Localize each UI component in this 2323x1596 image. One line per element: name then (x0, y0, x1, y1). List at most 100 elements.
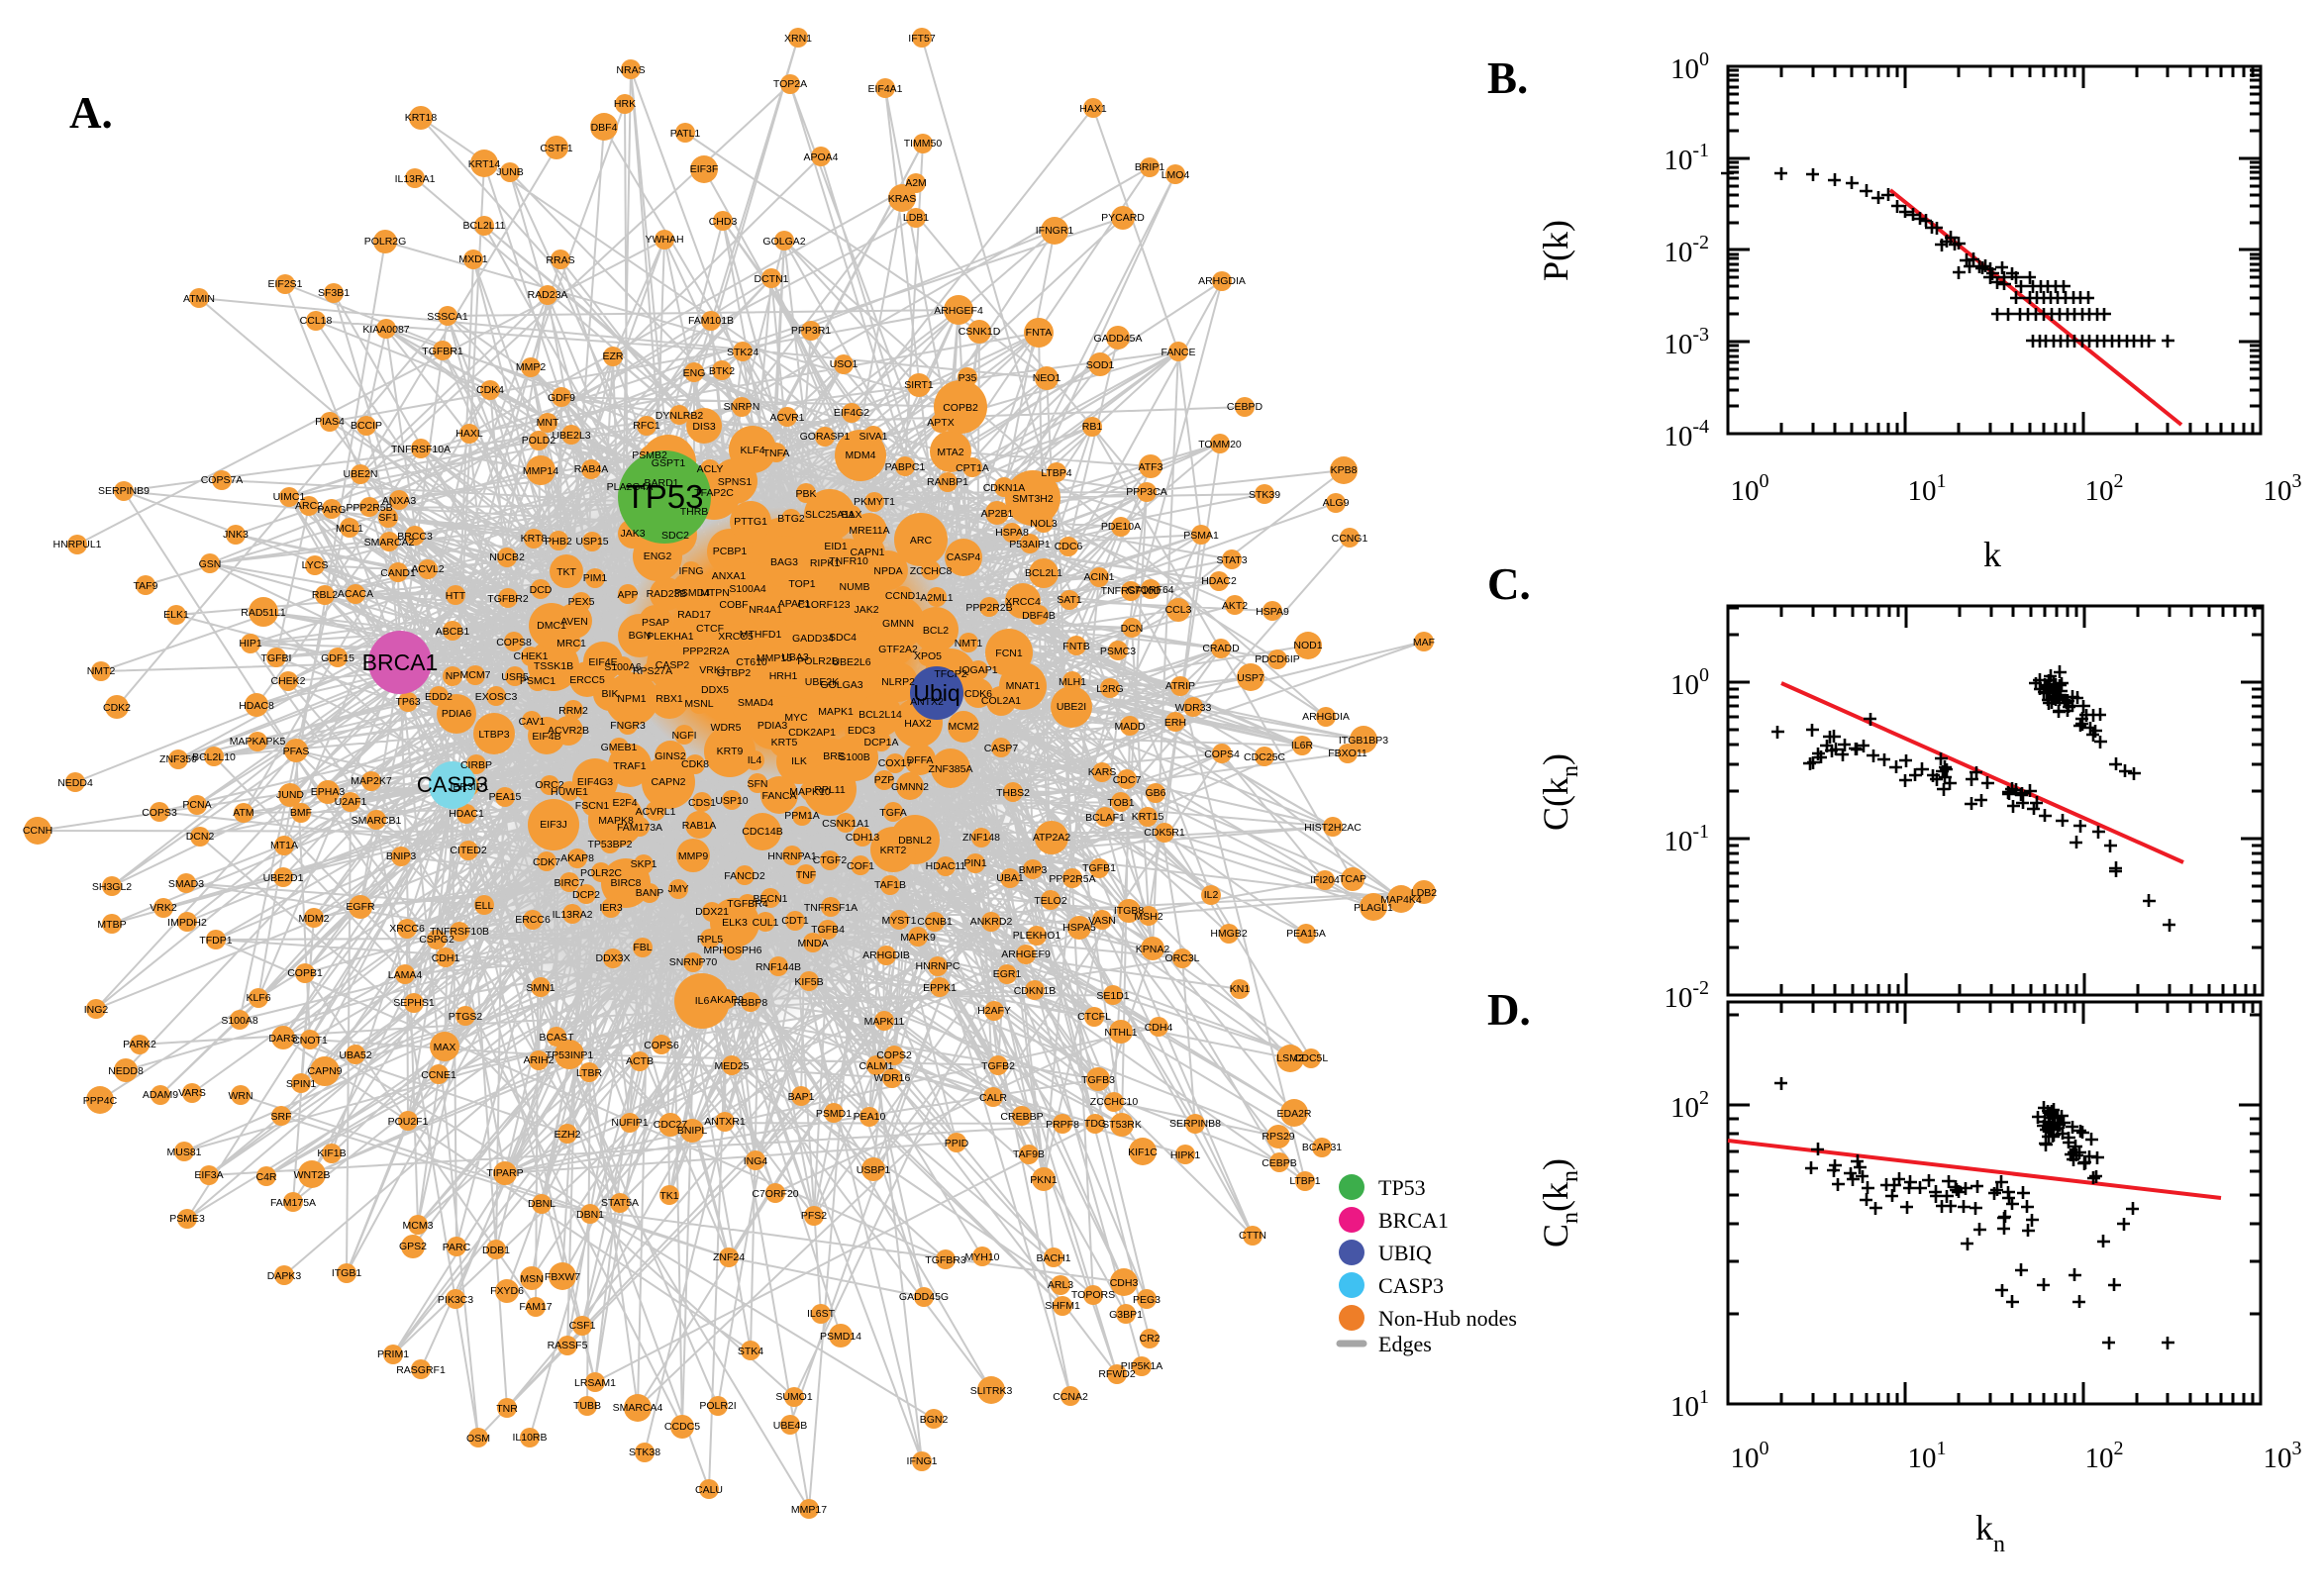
svg-text:GOLGA3: GOLGA3 (820, 679, 862, 691)
svg-text:H2AFY: H2AFY (977, 1005, 1011, 1017)
svg-text:HDAC8: HDAC8 (239, 700, 274, 712)
svg-text:SH3GL2: SH3GL2 (92, 881, 132, 893)
svg-text:SIVA1: SIVA1 (859, 431, 888, 443)
svg-text:CASP4: CASP4 (947, 551, 981, 563)
svg-text:C1ORF123: C1ORF123 (797, 599, 850, 611)
svg-text:CAPN9: CAPN9 (307, 1065, 342, 1077)
svg-text:PPM1A: PPM1A (784, 810, 820, 822)
svg-text:STK4: STK4 (738, 1346, 763, 1357)
svg-text:MPHOSPH6: MPHOSPH6 (704, 945, 762, 956)
svg-text:DIS3: DIS3 (692, 421, 716, 433)
svg-text:BGN2: BGN2 (920, 1414, 949, 1426)
svg-text:HAXL: HAXL (455, 428, 483, 440)
svg-text:A.: A. (69, 88, 113, 138)
svg-text:IL4: IL4 (748, 754, 762, 766)
svg-text:CTCF: CTCF (696, 623, 724, 635)
svg-text:ARC: ARC (910, 535, 933, 547)
svg-text:EIF3J: EIF3J (540, 819, 566, 831)
svg-text:CDC6: CDC6 (1055, 541, 1083, 552)
svg-text:CASP3: CASP3 (417, 772, 488, 797)
svg-text:P(k): P(k) (1536, 220, 1575, 281)
svg-text:ATMIN: ATMIN (183, 293, 215, 305)
svg-text:DDX21: DDX21 (695, 906, 729, 918)
svg-text:RFWD2: RFWD2 (1098, 1368, 1135, 1380)
svg-text:SAT1: SAT1 (1057, 594, 1082, 606)
svg-text:CDK8: CDK8 (681, 758, 709, 770)
svg-text:ELK1: ELK1 (163, 609, 189, 621)
svg-text:DMC1: DMC1 (537, 620, 566, 632)
svg-text:XRCC4: XRCC4 (1005, 596, 1041, 608)
svg-text:k: k (1983, 535, 2001, 574)
svg-text:GTF2A2: GTF2A2 (878, 644, 918, 655)
svg-text:GADD45G: GADD45G (899, 1291, 949, 1303)
svg-text:MAPK1: MAPK1 (818, 706, 854, 718)
svg-text:LTBP1: LTBP1 (1289, 1175, 1320, 1187)
svg-text:CDH3: CDH3 (1110, 1277, 1139, 1289)
svg-text:BCL2L10: BCL2L10 (192, 751, 236, 763)
svg-text:TFCP2: TFCP2 (934, 668, 966, 680)
svg-text:ITGB8: ITGB8 (1114, 905, 1145, 917)
svg-text:102: 102 (1670, 1087, 1709, 1124)
svg-text:HSPA9: HSPA9 (1256, 606, 1289, 618)
svg-text:MMP14: MMP14 (523, 465, 558, 477)
svg-text:BCLAF1: BCLAF1 (1085, 812, 1125, 824)
svg-text:EZH2: EZH2 (555, 1129, 581, 1141)
svg-text:IL13RA2: IL13RA2 (553, 909, 593, 921)
svg-text:C7ORF20: C7ORF20 (752, 1188, 798, 1200)
svg-text:CCNB1: CCNB1 (917, 916, 953, 928)
svg-text:NUMB: NUMB (840, 581, 870, 593)
svg-text:ARHGDIA: ARHGDIA (1302, 711, 1350, 723)
svg-text:UBA52: UBA52 (339, 1049, 371, 1061)
svg-text:TGFBR4: TGFBR4 (727, 898, 768, 910)
svg-text:SOD1: SOD1 (1086, 359, 1115, 371)
svg-text:GDF15: GDF15 (321, 652, 354, 664)
svg-text:BARD1: BARD1 (644, 477, 678, 489)
svg-text:CDKN1A: CDKN1A (983, 482, 1026, 494)
svg-text:VARS: VARS (178, 1087, 206, 1099)
svg-text:ZNF24: ZNF24 (713, 1251, 745, 1263)
svg-text:RANBP1: RANBP1 (927, 476, 968, 488)
svg-text:MTPN: MTPN (700, 587, 730, 599)
svg-text:PPP2R5A: PPP2R5A (1049, 873, 1095, 885)
svg-text:TAF9B: TAF9B (1013, 1148, 1045, 1160)
svg-text:TP53: TP53 (626, 478, 704, 515)
svg-text:PHB2: PHB2 (545, 536, 572, 548)
svg-text:AKT2: AKT2 (1222, 600, 1248, 612)
svg-text:IL6ST: IL6ST (807, 1308, 836, 1320)
svg-text:SERPINB8: SERPINB8 (1169, 1118, 1221, 1130)
svg-text:UBE4B: UBE4B (773, 1420, 807, 1432)
svg-text:MCL1: MCL1 (336, 523, 363, 535)
svg-text:ANTX2: ANTX2 (910, 696, 944, 708)
svg-text:CDT1: CDT1 (781, 915, 809, 927)
svg-text:NRAS: NRAS (616, 64, 645, 76)
svg-text:ITGB1: ITGB1 (332, 1267, 362, 1279)
svg-text:SMT3H2: SMT3H2 (1012, 493, 1054, 505)
svg-text:UBA3: UBA3 (781, 651, 809, 663)
svg-text:PPP3CA: PPP3CA (1126, 486, 1166, 498)
svg-text:DBF4: DBF4 (591, 122, 618, 134)
svg-text:NEDD8: NEDD8 (108, 1065, 144, 1077)
svg-text:ACLY: ACLY (697, 463, 724, 475)
svg-text:XPO5: XPO5 (914, 650, 942, 662)
svg-text:STK39: STK39 (1249, 489, 1280, 501)
svg-text:SF1: SF1 (378, 512, 397, 524)
svg-text:COBF: COBF (719, 599, 748, 611)
svg-text:ELL: ELL (475, 900, 494, 912)
svg-text:PIP5K1A: PIP5K1A (1121, 1360, 1163, 1372)
svg-text:PATL1: PATL1 (670, 128, 701, 140)
svg-text:APAF1: APAF1 (778, 598, 811, 610)
svg-text:JNK3: JNK3 (223, 529, 249, 541)
svg-text:STK38: STK38 (629, 1446, 660, 1458)
svg-text:PDE10A: PDE10A (1101, 521, 1141, 533)
svg-text:FANCE: FANCE (1161, 347, 1195, 358)
svg-text:KPNA2: KPNA2 (1136, 944, 1170, 955)
svg-text:RRM2: RRM2 (558, 705, 588, 717)
svg-text:TKT: TKT (556, 566, 576, 578)
svg-text:A2ML1: A2ML1 (920, 592, 953, 604)
svg-text:RAD17: RAD17 (677, 609, 711, 621)
svg-text:EID1: EID1 (824, 541, 848, 552)
svg-text:HDAC11: HDAC11 (926, 860, 966, 872)
svg-text:COPS8: COPS8 (496, 637, 532, 648)
svg-text:CASP3: CASP3 (1378, 1273, 1444, 1298)
svg-text:USP10: USP10 (715, 795, 748, 807)
